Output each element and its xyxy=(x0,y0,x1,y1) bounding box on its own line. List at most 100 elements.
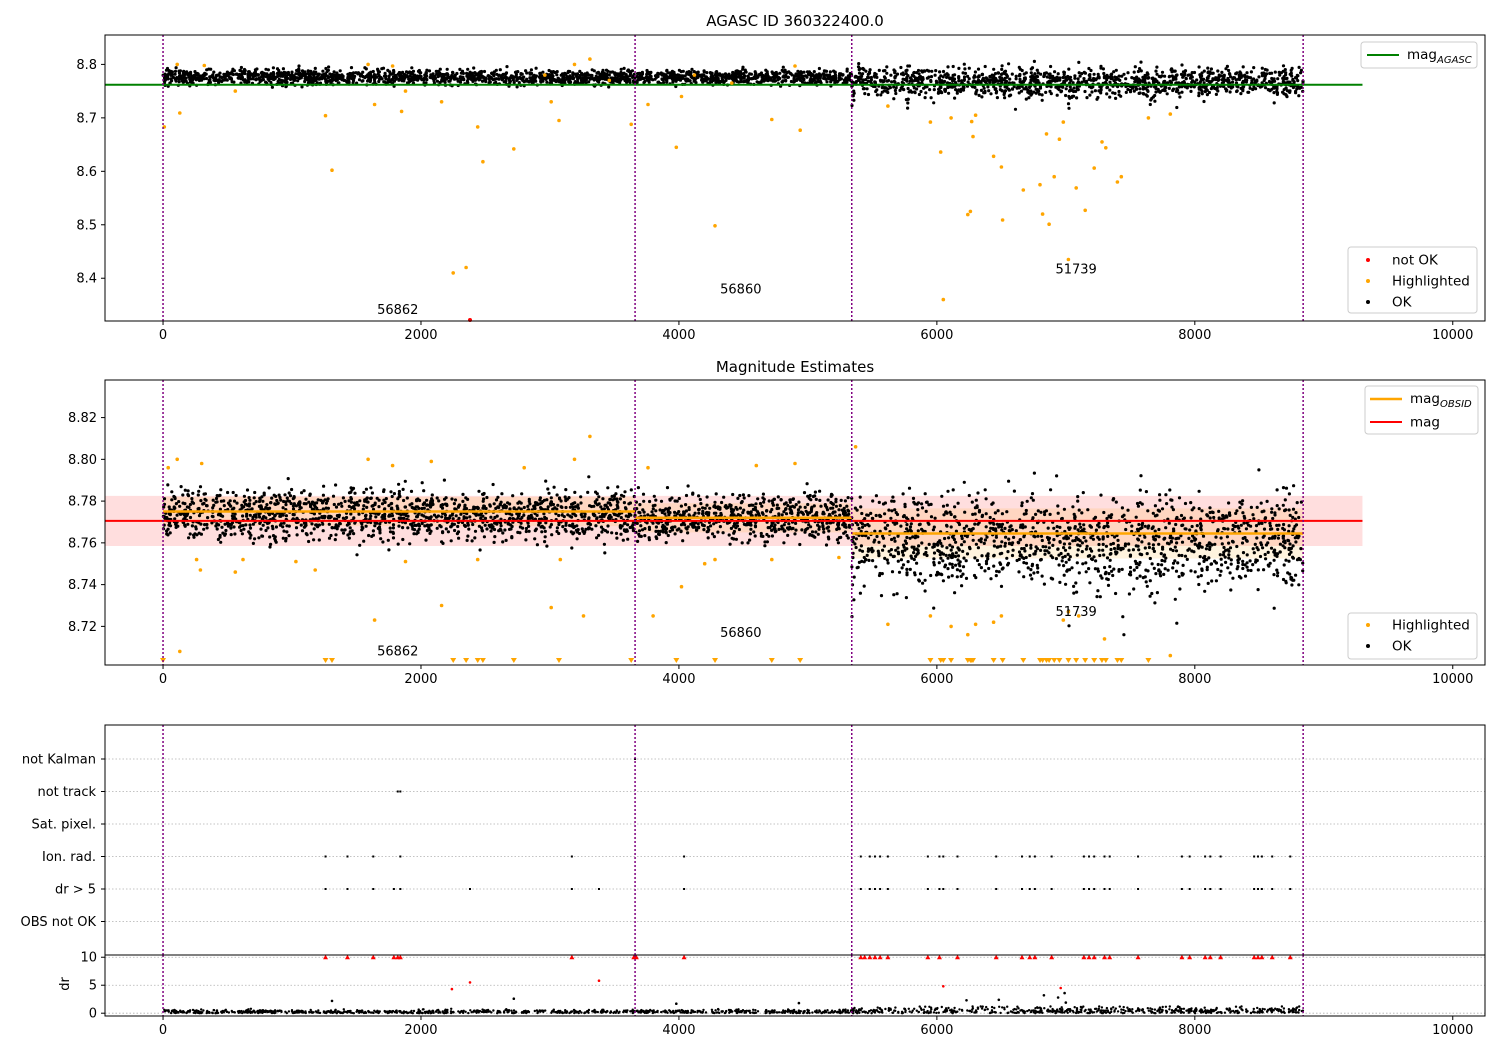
ok-point xyxy=(1174,77,1178,81)
ok-point xyxy=(564,499,568,503)
ok-point xyxy=(1014,77,1018,81)
ok-point xyxy=(479,70,483,75)
ok-point xyxy=(354,503,358,507)
ok-point xyxy=(269,501,273,505)
ok-point xyxy=(1073,74,1077,78)
ok-point xyxy=(546,76,550,80)
ok-point xyxy=(482,504,486,508)
ok-point xyxy=(1095,97,1099,101)
ok-point xyxy=(1200,92,1204,96)
ok-point xyxy=(262,515,266,519)
ok-point xyxy=(459,512,463,516)
ok-point xyxy=(546,487,550,491)
ok-point xyxy=(1105,86,1109,90)
ok-point xyxy=(223,522,227,526)
ok-point xyxy=(684,493,689,498)
ok-point xyxy=(406,514,410,518)
ok-point xyxy=(212,503,216,507)
ok-point xyxy=(1168,74,1172,78)
ok-point xyxy=(516,530,520,535)
ok-point xyxy=(570,515,574,519)
ok-point xyxy=(866,92,871,97)
ok-point xyxy=(229,72,233,76)
ok-point xyxy=(371,529,375,533)
ok-point xyxy=(197,489,201,493)
ok-point xyxy=(291,504,295,508)
ok-point xyxy=(418,498,422,503)
ok-point xyxy=(867,76,871,80)
ok-point xyxy=(1017,91,1021,95)
ok-point xyxy=(211,76,216,80)
ok-point xyxy=(1292,80,1296,84)
ok-point xyxy=(1249,76,1253,80)
ok-point xyxy=(609,503,613,507)
ok-point xyxy=(368,74,372,78)
ok-point xyxy=(838,75,842,80)
ok-point xyxy=(603,551,607,555)
ok-point xyxy=(1092,72,1096,76)
ok-point xyxy=(1153,85,1157,89)
ok-point xyxy=(575,524,579,528)
ok-point xyxy=(225,78,229,82)
ok-point xyxy=(491,482,495,487)
ok-point xyxy=(391,536,396,540)
ok-point xyxy=(231,516,235,521)
ok-point xyxy=(398,71,402,75)
ok-point xyxy=(627,502,631,506)
highlighted-point xyxy=(202,63,207,68)
ok-point xyxy=(593,513,597,517)
ok-point xyxy=(906,86,910,91)
ok-point xyxy=(853,75,857,79)
ok-point xyxy=(453,528,457,533)
ok-point xyxy=(941,69,946,74)
ok-point xyxy=(994,87,998,91)
ok-point xyxy=(482,535,486,539)
ok-point xyxy=(390,494,394,499)
ok-point xyxy=(349,512,353,516)
ok-point xyxy=(453,498,458,502)
ok-point xyxy=(208,80,212,84)
ok-point xyxy=(357,78,362,82)
ok-point xyxy=(197,506,201,511)
ok-point xyxy=(368,517,372,521)
ok-point xyxy=(461,499,465,503)
highlighted-point xyxy=(1074,186,1078,190)
ok-point xyxy=(552,485,556,489)
ok-point xyxy=(361,70,365,74)
ok-point xyxy=(560,72,565,76)
ok-point xyxy=(1260,74,1264,78)
ok-point xyxy=(399,516,403,520)
ok-point xyxy=(811,79,815,83)
ok-point xyxy=(226,524,230,528)
ok-point xyxy=(452,502,456,506)
ok-point xyxy=(775,503,779,507)
ok-point xyxy=(465,516,469,520)
ok-point xyxy=(457,536,461,540)
ok-point xyxy=(522,505,526,510)
ok-point xyxy=(442,497,447,501)
ok-point xyxy=(264,67,268,71)
ok-point xyxy=(438,80,442,85)
ok-point xyxy=(957,76,961,80)
ok-point xyxy=(358,543,362,547)
ok-point xyxy=(1139,60,1143,64)
ok-point xyxy=(196,76,200,80)
ok-point xyxy=(191,491,195,495)
highlighted-point xyxy=(730,81,734,85)
highlighted-point xyxy=(679,94,684,99)
ok-point xyxy=(255,73,260,77)
ok-point xyxy=(1248,86,1252,90)
ok-point xyxy=(579,495,583,499)
ok-point xyxy=(348,526,352,530)
ok-point xyxy=(623,506,628,510)
ok-point xyxy=(906,106,910,110)
ok-point xyxy=(334,483,338,487)
ok-point xyxy=(353,521,357,525)
ok-point xyxy=(1009,93,1013,97)
ok-point xyxy=(300,69,305,73)
ok-point xyxy=(630,69,635,73)
obsid-label: 51739 xyxy=(1055,262,1096,277)
ok-point xyxy=(574,72,578,76)
ok-point xyxy=(165,66,170,71)
ok-point xyxy=(261,499,265,503)
